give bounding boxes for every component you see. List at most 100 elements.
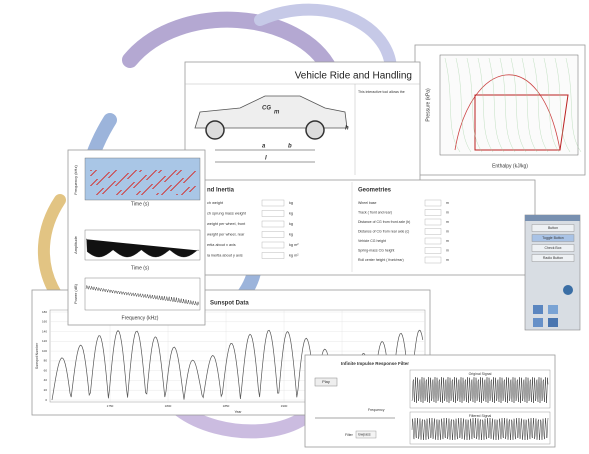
isoline: [499, 57, 516, 153]
spectrogram-cell: [145, 175, 147, 176]
input-field[interactable]: [424, 218, 442, 226]
spectrogram-cell: [92, 173, 94, 174]
row-unit: m: [446, 248, 449, 252]
filter-dropdown[interactable]: [355, 430, 377, 439]
spectrogram-cell: [192, 173, 194, 174]
spectrogram-cell: [185, 180, 187, 181]
spectrogram-cell: [171, 174, 173, 175]
spectrogram-cell: [135, 170, 137, 171]
input-field[interactable]: [424, 209, 442, 216]
spectrogram-cell: [121, 194, 123, 195]
input-field[interactable]: [424, 199, 442, 207]
input-field[interactable]: [261, 199, 285, 207]
input-field[interactable]: [424, 237, 442, 245]
spectrogram-cell: [110, 185, 112, 186]
row-label: ch sprung mass weight: [207, 212, 247, 216]
spectrogram-cell: [155, 185, 157, 186]
row-unit: kg m²: [289, 243, 299, 247]
row-label: Track ( front and rear): [358, 210, 392, 214]
spectrogram-cell: [171, 189, 173, 190]
spectrogram-cell: [107, 188, 109, 189]
window-title: Infinite Impulse Response Filter: [341, 361, 409, 366]
spectrogram-cell: [181, 179, 183, 180]
spectrogram-cell: [173, 187, 175, 188]
diagram-label: l: [265, 156, 267, 162]
x-axis-label: Time (s): [131, 265, 149, 271]
spectrogram-cell: [108, 187, 110, 188]
y-tick-label: 120: [42, 339, 47, 343]
spectrogram-cell: [116, 184, 118, 185]
row-unit: kg: [289, 222, 293, 226]
spectrogram-cell: [108, 172, 110, 173]
input-field[interactable]: [261, 210, 285, 217]
spectrogram-cell: [111, 174, 113, 175]
play-button[interactable]: [314, 377, 338, 387]
spectrogram-cell: [185, 190, 187, 191]
spectrogram-cell: [166, 189, 168, 190]
spectrogram-cell: [124, 176, 126, 177]
y-axis-label: Sunspot Number: [35, 342, 39, 369]
spectrogram-cell: [120, 190, 122, 191]
input-field[interactable]: [424, 228, 442, 235]
spectrogram-cell: [181, 194, 183, 195]
y-axis-label: Amplitude: [73, 235, 78, 254]
palette-button[interactable]: [531, 244, 575, 252]
spectrogram-cell: [158, 172, 160, 173]
spectrogram-cell: [96, 184, 98, 185]
spectrogram-cell: [182, 193, 184, 194]
spectrogram-cell: [136, 184, 138, 185]
spectrogram-cell: [117, 183, 119, 184]
spectrogram-cell: [176, 184, 178, 185]
spectrogram-cell: [156, 184, 158, 185]
palette-button[interactable]: [531, 224, 575, 232]
input-field[interactable]: [424, 256, 442, 264]
palette-button[interactable]: [531, 254, 575, 262]
spectrogram-cell: [168, 187, 170, 188]
spectrogram-cell: [182, 178, 184, 179]
spectrogram-cell: [159, 181, 161, 182]
spectrogram-cell: [167, 188, 169, 189]
spectrogram-cell: [113, 172, 115, 173]
isoline: [466, 57, 483, 153]
spectrogram-cell: [123, 177, 125, 178]
input-field[interactable]: [261, 241, 285, 249]
spectrogram-cell: [135, 185, 137, 186]
input-field[interactable]: [261, 220, 285, 228]
spectrogram-cell: [162, 178, 164, 179]
input-field[interactable]: [261, 252, 285, 259]
isoline: [488, 57, 505, 153]
spectrogram-cell: [118, 192, 120, 193]
spectrogram-cell: [94, 171, 96, 172]
filter-window: Infinite Impulse Response Filter Play Fr…: [304, 354, 556, 448]
input-field[interactable]: [424, 247, 442, 254]
spectrogram-cell: [180, 180, 182, 181]
spectrogram-cell: [177, 183, 179, 184]
spectrogram-cell: [175, 170, 177, 171]
spectrogram-cell: [132, 183, 134, 184]
palette-button[interactable]: [531, 234, 575, 242]
spectrogram-cell: [194, 171, 196, 172]
control-palette: Button Toggle Button Check Box Radio Button: [524, 214, 581, 331]
spectrogram-cell: [141, 179, 143, 180]
spectrogram-cell: [162, 193, 164, 194]
spectrogram-cell: [112, 183, 114, 184]
spectrogram-cell: [154, 171, 156, 172]
spectrogram-cell: [150, 175, 152, 176]
spectrogram-cell: [98, 182, 100, 183]
spectrogram-cell: [165, 190, 167, 191]
diagram-label: b: [288, 144, 292, 150]
spectrogram-cell: [192, 188, 194, 189]
diagram-label: CG: [262, 106, 271, 112]
spectrogram-cell: [190, 175, 192, 176]
spectrogram-cell: [178, 182, 180, 183]
row-unit: m: [446, 239, 449, 243]
spectrogram-cell: [170, 175, 172, 176]
spectrogram-cell: [103, 192, 105, 193]
spectrogram-cell: [125, 190, 127, 191]
spectrogram-cell: [114, 171, 116, 172]
input-field[interactable]: [261, 231, 285, 238]
spectrogram-cell: [140, 170, 142, 171]
spectrogram-cell: [152, 173, 154, 174]
isoline: [455, 57, 472, 153]
spectrogram-cell: [94, 181, 96, 182]
